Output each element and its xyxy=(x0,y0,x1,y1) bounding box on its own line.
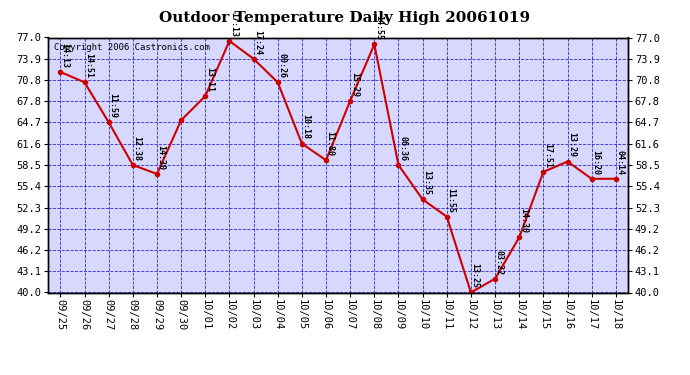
Text: 14:51: 14:51 xyxy=(84,53,93,78)
Text: Outdoor Temperature Daily High 20061019: Outdoor Temperature Daily High 20061019 xyxy=(159,11,531,25)
Text: 11:59: 11:59 xyxy=(108,93,117,118)
Text: 13:35: 13:35 xyxy=(422,170,431,195)
Text: 14:30: 14:30 xyxy=(157,145,166,170)
Text: 16:20: 16:20 xyxy=(591,150,600,175)
Text: 11:80: 11:80 xyxy=(326,131,335,156)
Text: Copyright 2006 Castronics.com: Copyright 2006 Castronics.com xyxy=(54,43,210,52)
Text: 14:55: 14:55 xyxy=(374,15,383,40)
Text: 00:26: 00:26 xyxy=(277,53,286,78)
Text: 13:29: 13:29 xyxy=(567,132,576,158)
Text: 11:55: 11:55 xyxy=(446,188,455,213)
Text: 13:25: 13:25 xyxy=(471,263,480,288)
Text: 14:30: 14:30 xyxy=(519,208,528,233)
Text: 06:36: 06:36 xyxy=(398,136,407,161)
Text: 17:13: 17:13 xyxy=(229,12,238,37)
Text: 13:11: 13:11 xyxy=(205,67,214,92)
Text: 10:18: 10:18 xyxy=(302,114,310,140)
Text: 03:22: 03:22 xyxy=(495,249,504,274)
Text: 12:38: 12:38 xyxy=(132,136,141,161)
Text: 15:29: 15:29 xyxy=(350,72,359,97)
Text: 17:51: 17:51 xyxy=(543,143,552,168)
Text: 17:24: 17:24 xyxy=(253,30,262,55)
Text: 04:14: 04:14 xyxy=(615,150,624,175)
Text: 14:13: 14:13 xyxy=(60,43,69,68)
